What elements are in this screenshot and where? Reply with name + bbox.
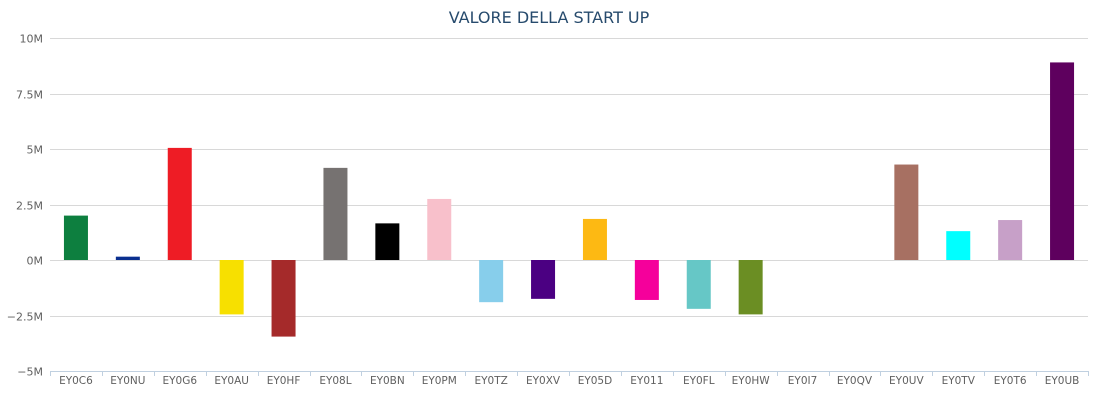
bar-ey0uv[interactable] [894,164,919,260]
x-tick-label: EY0UV [889,375,924,387]
y-tick-label: 2.5M [16,200,43,213]
grid-lines [50,38,1088,372]
bar-ey0g6[interactable] [167,147,192,260]
bar-ey0t6[interactable] [998,220,1023,260]
x-tick-label: EY0AU [214,375,249,387]
bar-ey011[interactable] [634,260,659,300]
x-tick-label: EY0C6 [59,375,93,387]
x-tick-label: EY0TV [942,375,976,387]
x-tick-label: EY08L [319,375,351,387]
y-tick-label: 0M [27,255,44,268]
bar-ey0c6[interactable] [63,215,88,260]
bar-ey0xv[interactable] [531,260,556,299]
y-tick-label: −2.5M [7,311,43,324]
x-tick-label: EY0NU [110,375,145,387]
x-tick-label: EY011 [630,375,663,387]
bar-ey0bn[interactable] [375,223,400,260]
bar-ey0au[interactable] [219,260,244,315]
x-tick-label: EY0TZ [474,375,507,387]
x-tick-label: EY0UB [1045,375,1080,387]
x-tick-label: EY0PM [422,375,457,387]
bar-ey05d[interactable] [582,218,607,260]
chart-title: VALORE DELLA START UP [448,8,650,27]
x-tick-label: EY0XV [526,375,561,387]
bar-ey0ub[interactable] [1050,62,1075,260]
bar-ey0hf[interactable] [271,260,296,337]
bar-ey0tv[interactable] [946,231,971,260]
y-axis-ticks: 10M 7.5M 5M 2.5M 0M −2.5M −5M [7,33,43,379]
x-tick-label: EY05D [578,375,613,387]
y-tick-label: 5M [27,144,44,157]
x-tick-label: EY0I7 [788,375,818,387]
x-tick-label: EY0T6 [994,375,1027,387]
x-tick-label: EY0G6 [162,375,197,387]
x-axis-ticks: EY0C6 EY0NU EY0G6 EY0AU EY0HF EY08L EY0BN EY0PM… [50,371,1089,387]
bar-ey0tz[interactable] [479,260,504,303]
x-tick-label: EY0FL [683,375,715,387]
y-tick-label: 7.5M [16,89,43,102]
x-tick-label: EY0QV [837,375,873,387]
bar-ey08l[interactable] [323,167,348,260]
y-tick-label: −5M [17,366,43,379]
bar-ey0nu[interactable] [115,256,140,260]
bar-ey0fl[interactable] [686,260,711,309]
bar-ey0pm[interactable] [427,198,452,260]
y-tick-label: 10M [20,33,44,46]
x-tick-label: EY0BN [370,375,405,387]
bar-ey0hw[interactable] [738,260,763,315]
x-tick-label: EY0HF [267,375,301,387]
bars [63,62,1075,337]
x-tick-label: EY0HW [732,375,771,387]
